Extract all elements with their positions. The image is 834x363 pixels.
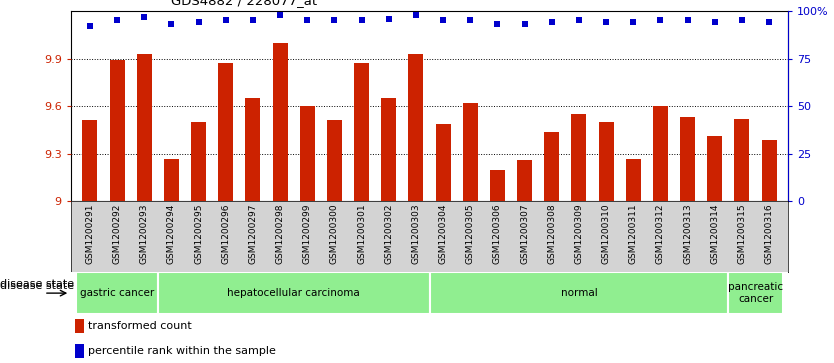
Bar (409, 54, 424, 201)
Text: GSM1200314: GSM1200314 (711, 204, 719, 264)
Bar (164, 159, 178, 201)
Point (355, 17, 369, 23)
Point (436, 17, 450, 23)
Text: pancreatic
cancer: pancreatic cancer (728, 282, 783, 304)
Bar (430, 272, 728, 314)
Bar (245, 98, 260, 201)
Point (708, 19, 721, 25)
Point (600, 19, 613, 25)
Bar (137, 54, 152, 201)
Text: GSM1200312: GSM1200312 (656, 204, 665, 264)
Point (83, 23, 97, 29)
Text: GSM1200306: GSM1200306 (493, 204, 502, 264)
Bar (354, 63, 369, 201)
Bar (83, 121, 98, 201)
Text: GSM1200294: GSM1200294 (167, 204, 176, 264)
Text: GSM1200291: GSM1200291 (85, 204, 94, 264)
Text: GSM1200295: GSM1200295 (194, 204, 203, 264)
Bar (191, 122, 206, 201)
Point (490, 21, 504, 27)
Text: GSM1200301: GSM1200301 (357, 204, 366, 264)
Text: GSM1200305: GSM1200305 (465, 204, 475, 264)
Point (328, 17, 341, 23)
Bar (545, 131, 560, 201)
Text: disease state: disease state (0, 281, 74, 291)
Bar (490, 170, 505, 201)
Bar (75, 319, 84, 333)
Bar (77, 272, 158, 314)
Text: hepatocellular carcinoma: hepatocellular carcinoma (228, 288, 360, 298)
Point (246, 17, 259, 23)
Bar (158, 272, 430, 314)
Bar (435, 124, 450, 201)
Point (681, 17, 694, 23)
Point (762, 19, 776, 25)
Text: GSM1200296: GSM1200296 (221, 204, 230, 264)
Text: percentile rank within the sample: percentile rank within the sample (88, 346, 276, 356)
Text: GSM1200308: GSM1200308 (547, 204, 556, 264)
Bar (761, 139, 776, 201)
Text: GSM1200293: GSM1200293 (140, 204, 148, 264)
Point (545, 19, 559, 25)
Text: gastric cancer: gastric cancer (80, 288, 154, 298)
Point (572, 17, 585, 23)
Text: GDS4882 / 228077_at: GDS4882 / 228077_at (171, 0, 317, 7)
Point (518, 21, 531, 27)
Point (654, 17, 667, 23)
Text: GSM1200309: GSM1200309 (575, 204, 584, 264)
Text: GSM1200298: GSM1200298 (275, 204, 284, 264)
Point (138, 14, 151, 20)
Text: normal: normal (560, 288, 597, 298)
Text: GSM1200297: GSM1200297 (249, 204, 258, 264)
Bar (626, 159, 641, 201)
Point (300, 17, 314, 23)
Text: GSM1200303: GSM1200303 (411, 204, 420, 264)
Text: GSM1200299: GSM1200299 (303, 204, 312, 264)
Bar (219, 63, 234, 201)
Bar (299, 106, 314, 201)
Text: GSM1200307: GSM1200307 (520, 204, 529, 264)
Text: GSM1200316: GSM1200316 (765, 204, 774, 264)
Bar (728, 272, 782, 314)
Bar (571, 114, 586, 201)
Point (274, 12, 287, 17)
Point (165, 21, 178, 27)
Text: GSM1200304: GSM1200304 (439, 204, 448, 264)
Text: transformed count: transformed count (88, 321, 192, 331)
Text: GSM1200310: GSM1200310 (601, 204, 610, 264)
Point (110, 17, 123, 23)
Bar (517, 160, 532, 201)
Point (464, 17, 477, 23)
Text: GSM1200302: GSM1200302 (384, 204, 394, 264)
Bar (653, 106, 668, 201)
Text: disease state: disease state (0, 279, 74, 289)
Bar (109, 60, 124, 201)
Point (382, 16, 395, 21)
Point (626, 19, 640, 25)
Bar (707, 136, 722, 201)
Text: GSM1200313: GSM1200313 (683, 204, 692, 264)
Bar (681, 117, 695, 201)
Text: GSM1200292: GSM1200292 (113, 204, 122, 264)
Text: GSM1200300: GSM1200300 (330, 204, 339, 264)
Bar (327, 121, 342, 201)
Bar (381, 98, 396, 201)
Text: GSM1200311: GSM1200311 (629, 204, 638, 264)
Bar (463, 103, 478, 201)
Point (192, 19, 205, 25)
Point (219, 17, 233, 23)
Text: GSM1200315: GSM1200315 (737, 204, 746, 264)
Point (409, 12, 423, 17)
Point (736, 17, 749, 23)
Bar (599, 122, 614, 201)
Bar (735, 119, 750, 201)
Bar (75, 344, 84, 358)
Bar (273, 42, 288, 201)
